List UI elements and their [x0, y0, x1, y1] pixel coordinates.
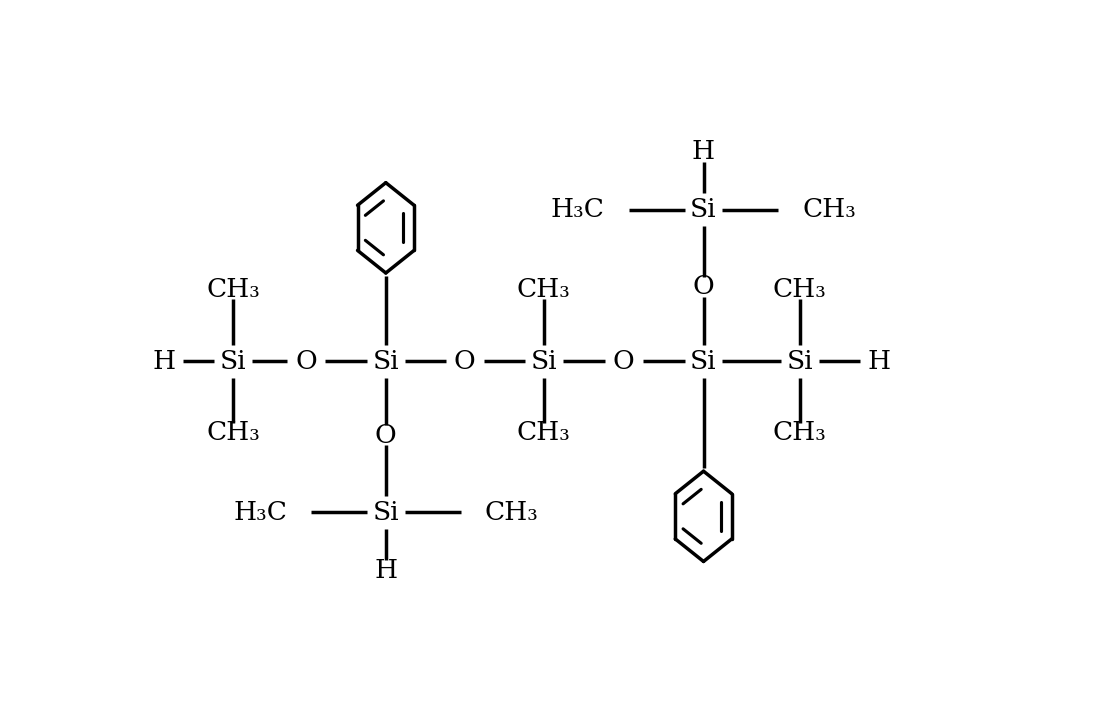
Text: CH₃: CH₃ — [516, 277, 571, 302]
Text: CH₃: CH₃ — [206, 420, 260, 445]
Text: Si: Si — [690, 349, 717, 373]
Text: Si: Si — [372, 500, 399, 525]
Text: H: H — [868, 349, 890, 373]
Text: Si: Si — [787, 349, 813, 373]
Text: O: O — [295, 349, 317, 373]
Text: O: O — [454, 349, 475, 373]
Text: O: O — [375, 423, 397, 448]
Text: CH₃: CH₃ — [772, 277, 827, 302]
Text: CH₃: CH₃ — [802, 197, 856, 222]
Text: Si: Si — [372, 349, 399, 373]
Text: CH₃: CH₃ — [516, 420, 571, 445]
Text: H: H — [692, 139, 715, 164]
Text: H: H — [153, 349, 176, 373]
Text: H: H — [375, 558, 398, 583]
Text: O: O — [692, 275, 715, 300]
Text: CH₃: CH₃ — [772, 420, 827, 445]
Text: Si: Si — [690, 197, 717, 222]
Text: Si: Si — [219, 349, 246, 373]
Text: Si: Si — [531, 349, 557, 373]
Text: CH₃: CH₃ — [206, 277, 260, 302]
Text: H₃C: H₃C — [551, 197, 605, 222]
Text: CH₃: CH₃ — [484, 500, 538, 525]
Text: H₃C: H₃C — [233, 500, 287, 525]
Text: O: O — [613, 349, 635, 373]
